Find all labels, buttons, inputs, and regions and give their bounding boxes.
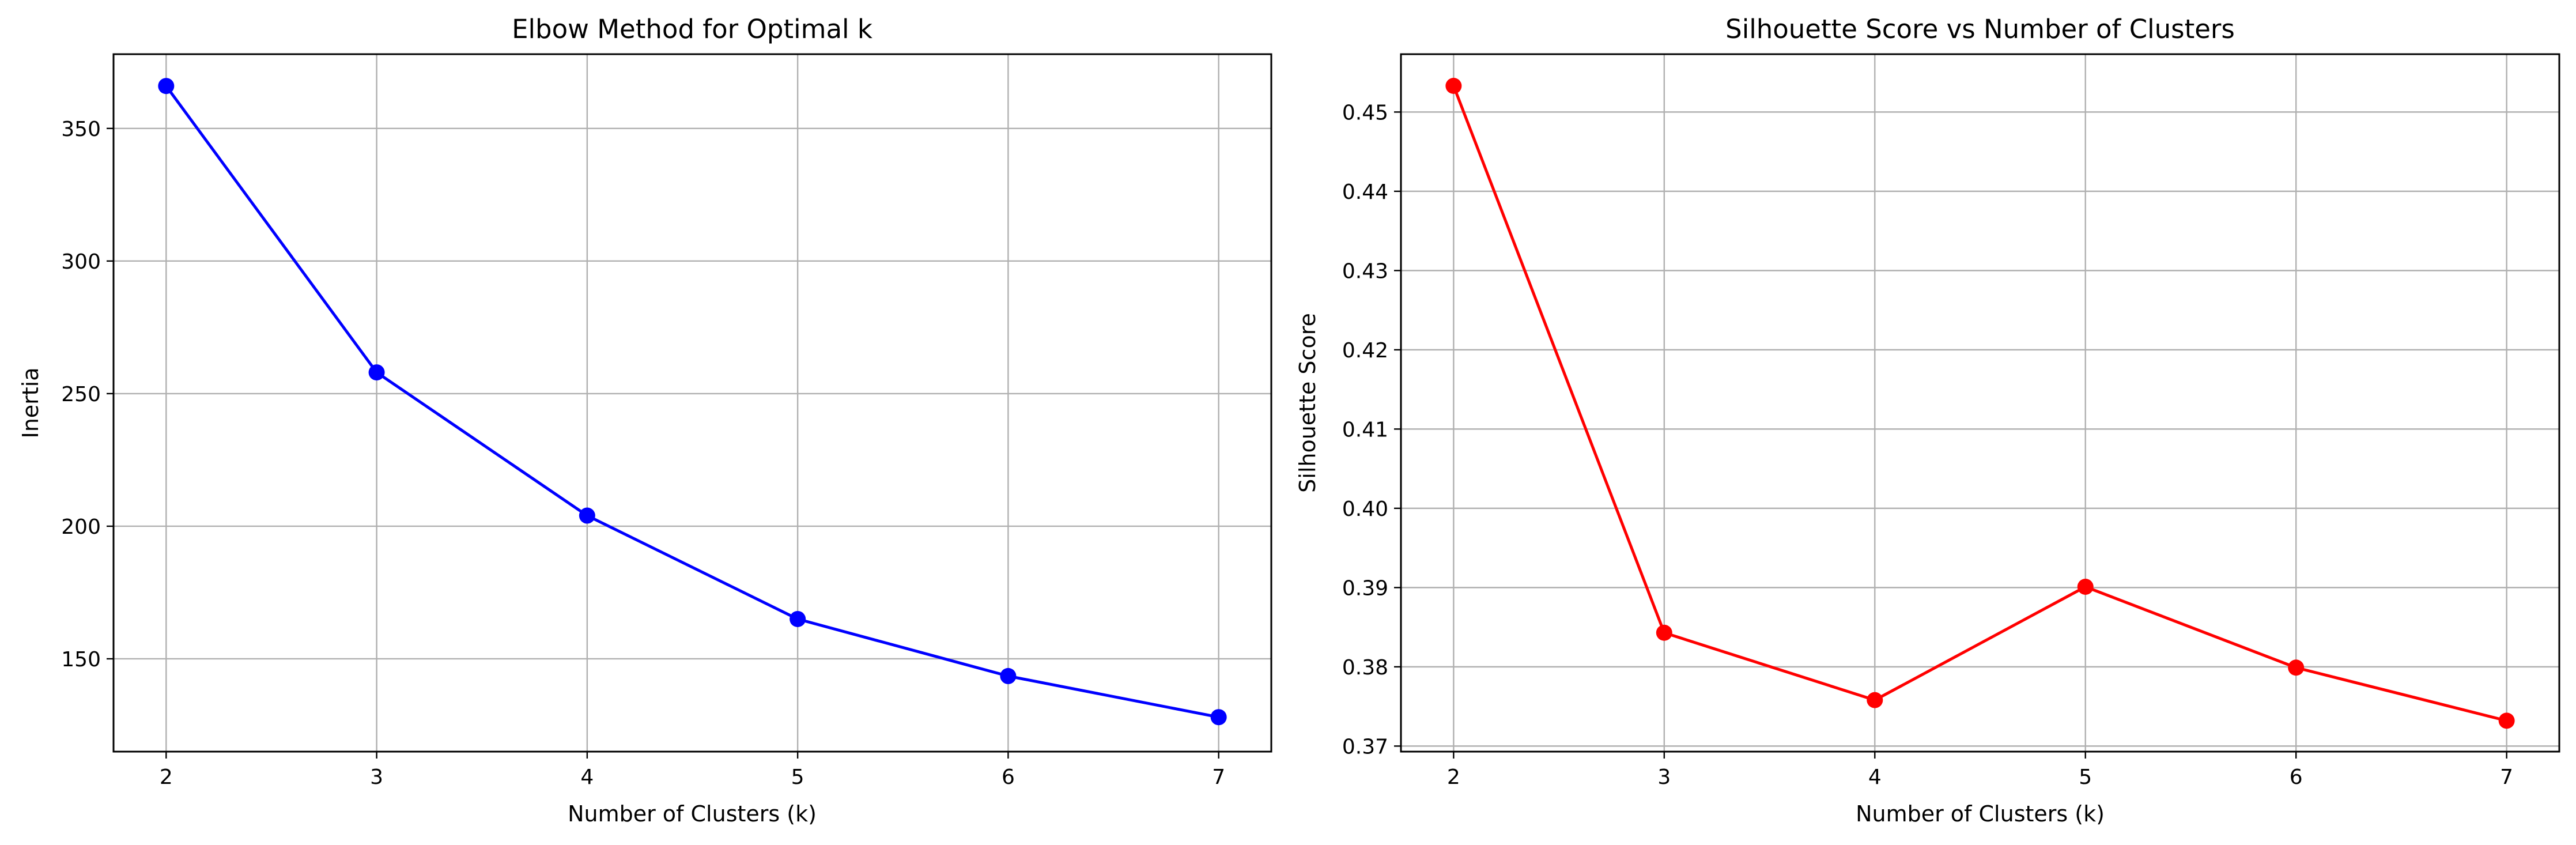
silhouette-data-point bbox=[1867, 692, 1883, 708]
x-tick-label: 4 bbox=[580, 765, 594, 789]
elbow-y-axis-label: Inertia bbox=[18, 367, 43, 438]
x-tick-label: 2 bbox=[1447, 765, 1460, 789]
x-tick-label: 4 bbox=[1868, 765, 1882, 789]
y-tick-label: 0.38 bbox=[1342, 656, 1388, 680]
elbow-grid bbox=[114, 54, 1271, 752]
x-tick-label: 6 bbox=[2290, 765, 2303, 789]
x-tick-label: 3 bbox=[370, 765, 383, 789]
elbow-data-point bbox=[1000, 667, 1017, 684]
silhouette-data-point bbox=[1445, 78, 1462, 94]
silhouette-x-ticks: 2 3 4 5 6 7 bbox=[1447, 752, 2513, 789]
elbow-y-ticks: 150 200 250 300 350 bbox=[61, 118, 114, 672]
elbow-data-point bbox=[579, 507, 595, 524]
elbow-chart-title: Elbow Method for Optimal k bbox=[512, 14, 872, 44]
x-tick-label: 7 bbox=[1212, 765, 1225, 789]
x-tick-label: 3 bbox=[1657, 765, 1671, 789]
x-tick-label: 6 bbox=[1002, 765, 1015, 789]
silhouette-data-point bbox=[2288, 659, 2305, 676]
y-tick-label: 300 bbox=[61, 250, 101, 274]
elbow-data-point bbox=[368, 364, 385, 381]
x-tick-label: 5 bbox=[791, 765, 804, 789]
elbow-series bbox=[158, 78, 1227, 726]
y-tick-label: 150 bbox=[61, 648, 101, 672]
elbow-chart: 2 3 4 5 6 7 150 200 250 300 350 Elbow Method for … bbox=[18, 14, 1272, 827]
y-tick-label: 0.41 bbox=[1342, 418, 1388, 442]
y-tick-label: 0.37 bbox=[1342, 735, 1388, 759]
x-tick-label: 7 bbox=[2500, 765, 2513, 789]
silhouette-y-ticks: 0.37 0.38 0.39 0.40 0.41 0.42 0.43 0.44 0.45 bbox=[1342, 101, 1401, 759]
silhouette-series-line bbox=[1452, 85, 2507, 722]
y-tick-label: 0.44 bbox=[1342, 180, 1388, 204]
silhouette-data-point bbox=[2498, 712, 2515, 729]
elbow-data-point bbox=[158, 78, 175, 95]
x-tick-label: 5 bbox=[2079, 765, 2092, 789]
y-tick-label: 350 bbox=[61, 118, 101, 141]
silhouette-chart-title: Silhouette Score vs Number of Clusters bbox=[1725, 14, 2235, 44]
y-tick-label: 200 bbox=[61, 515, 101, 539]
elbow-data-point bbox=[790, 610, 806, 627]
y-tick-label: 0.39 bbox=[1342, 576, 1388, 600]
x-tick-label: 2 bbox=[160, 765, 173, 789]
silhouette-series bbox=[1445, 78, 2515, 729]
y-tick-label: 0.40 bbox=[1342, 497, 1388, 521]
y-tick-label: 0.43 bbox=[1342, 259, 1388, 283]
elbow-series-line bbox=[165, 85, 1219, 719]
elbow-data-point bbox=[1210, 709, 1227, 726]
y-tick-label: 0.42 bbox=[1342, 339, 1388, 363]
silhouette-data-point bbox=[2077, 579, 2094, 595]
elbow-x-axis-label: Number of Clusters (k) bbox=[568, 801, 817, 827]
y-tick-label: 0.45 bbox=[1342, 101, 1388, 125]
silhouette-plot-frame bbox=[1400, 53, 2560, 753]
y-tick-label: 250 bbox=[61, 383, 101, 406]
silhouette-data-point bbox=[1656, 624, 1672, 641]
silhouette-x-axis-label: Number of Clusters (k) bbox=[1856, 801, 2105, 827]
elbow-x-ticks: 2 3 4 5 6 7 bbox=[160, 752, 1225, 789]
elbow-plot-frame bbox=[112, 53, 1272, 753]
silhouette-y-axis-label: Silhouette Score bbox=[1295, 313, 1320, 493]
